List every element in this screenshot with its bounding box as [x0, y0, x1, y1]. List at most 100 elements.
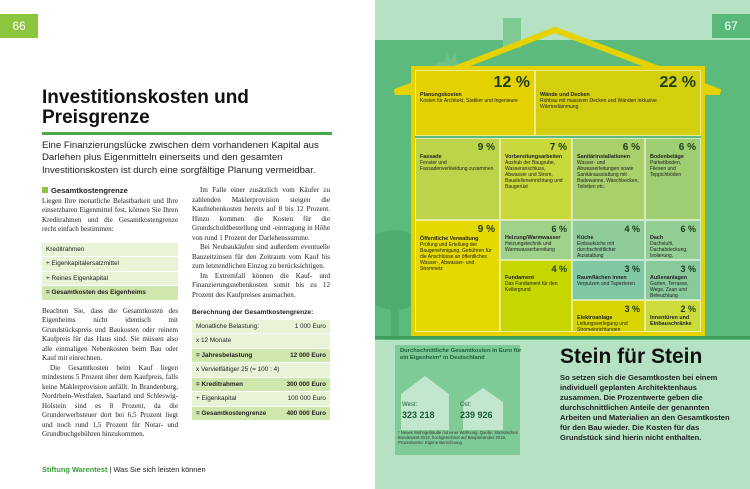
formula-row: + Reines Eigenkapital [42, 271, 178, 286]
cost-cell: 6 % Bodenbeläge Parkettboden, Fliesen und … [645, 138, 701, 220]
calc-amount: 300 000 Euro [286, 380, 326, 388]
section-heading: Stein für Stein [560, 345, 703, 368]
cost-cell: 22 % Wände und Decken Rohbau mit massiven … [535, 70, 701, 136]
ost-label: Ost: [460, 402, 472, 408]
cost-text: Fenster und Fassadenverkleidung zusammen [420, 160, 494, 173]
cost-share: 6 % [622, 142, 640, 153]
cost-share: 9 % [477, 224, 495, 235]
calc-row: = Jahresbelastung 12 000 Euro [192, 348, 330, 363]
cost-share: 4 % [624, 224, 640, 234]
right-page: 67 12 % Planungskosten Kosten für Architek… [375, 0, 750, 489]
cost-share: 6 % [680, 224, 696, 234]
calc-table: Monatliche Belastung: 1 000 Euro x 12 Mona… [192, 319, 330, 421]
cost-text: Das Fundament für den Kellergrund [505, 281, 558, 294]
cost-title: Öffentliche Verwaltung [420, 236, 479, 242]
cost-text: Aushub der Baugrube, Wasseranschluss, Ab… [505, 160, 563, 191]
calc-label: = Kreditrahmen [196, 380, 244, 388]
cost-title: Fundament [505, 275, 535, 281]
footer-brand: Stiftung Warentest [42, 465, 108, 474]
calc-row: = Gesamtkostengrenze 400 000 Euro [192, 406, 330, 421]
cost-cell: 3 % Raumflächen innen Verputzen und Tapezi… [572, 260, 645, 300]
calc-row: x 12 Monate [192, 334, 330, 349]
page-number: 67 [712, 14, 750, 38]
formula-row: Kreditrahmen [42, 242, 178, 257]
house-icons [401, 376, 503, 430]
cost-text: Dachstuhl, Dachabdeckung, Isolierung, Ab… [650, 241, 688, 260]
calc-label: x Vervielfältiger 25 (= 100 : 4) [196, 366, 280, 373]
cost-title: Raumflächen innen [577, 275, 627, 281]
west-value: 323 218 [402, 410, 435, 420]
calc-amount: 1 000 Euro [294, 322, 326, 330]
cost-cell: 12 % Planungskosten Kosten für Architekt, … [415, 70, 535, 136]
cost-title: Planungskosten [420, 92, 462, 98]
cost-title: Sanitärinstallationen [577, 154, 631, 160]
cost-cell: 9 % Öffentliche Verwaltung Prüfung und Ert… [415, 220, 500, 332]
formula-table: Kreditrahmen + Eigenkapitalersatzmittel … [42, 242, 178, 301]
cost-share: 22 % [659, 74, 696, 91]
calc-title: Berechnung der Gesamtkostengrenze: [192, 309, 314, 316]
calc-label: Monatliche Belastung: [196, 322, 259, 330]
cost-title: Innentüren und Einbauschränke [650, 315, 692, 328]
cost-text: Prüfung und Erteilung der Baugenehmigung… [420, 242, 492, 273]
cost-title: Elektroanlage [577, 315, 613, 321]
cost-title: Fassade [420, 154, 442, 160]
cost-cell: 4 % Fundament Das Fundament für den Keller… [500, 260, 572, 332]
paragraph: Im Extremfall können die Kauf- und Finan… [192, 271, 330, 299]
cost-text: Einbauküche mit durchschnittlicher Ausst… [577, 241, 616, 260]
calc-label: + Eigenkapital [196, 395, 237, 402]
cost-text: Garten, Terrasse, Wege, Zaun und Beleuch… [650, 281, 689, 300]
cost-text: Parkettboden, Fliesen und Teppichböden [650, 160, 682, 179]
calc-row: + Eigenkapital 100 000 Euro [192, 392, 330, 407]
west-label: West: [402, 402, 418, 408]
house-outline [411, 66, 705, 336]
formula-row: + Eigenkapitalersatzmittel [42, 257, 178, 272]
title-rule [42, 132, 332, 135]
cost-share: 7 % [549, 142, 567, 153]
cost-cell: 3 % Elektroanlage Leitungsverlegung und St… [572, 300, 645, 332]
cost-text: Kosten für Architekt, Statiker und Ingen… [420, 98, 518, 105]
ost-house [463, 388, 503, 430]
cost-title: Küche [577, 235, 594, 241]
sidebar-heading: Gesamtkostengrenze [42, 186, 178, 196]
chimney [503, 18, 521, 48]
tree-trunk [391, 280, 399, 340]
paragraph: Liegen Ihre monatliche Belastbarkeit und… [42, 196, 178, 234]
cost-share: 6 % [678, 142, 696, 153]
caption: So setzen sich die Gesamtkosten bei eine… [560, 373, 730, 442]
cost-cell: 4 % Küche Einbauküche mit durchschnittlich… [572, 220, 645, 260]
paragraph: Die Gesamtkosten beim Kauf liegen mindes… [42, 363, 178, 439]
cost-share: 2 % [680, 304, 696, 314]
ost-value: 239 926 [460, 410, 493, 420]
cost-title: Vorbereitungsarbeiten [505, 154, 563, 160]
column-two: Im Falle einer zusätzlich vom Käufer zu … [192, 186, 330, 421]
paragraph: Bei Neubaukäufen sind außerdem eventuell… [192, 243, 330, 270]
calc-row: Monatliche Belastung: 1 000 Euro [192, 319, 330, 334]
cost-cell: 2 % Innentüren und Einbauschränke [645, 300, 701, 332]
cost-share: 3 % [624, 264, 640, 274]
cost-share: 3 % [680, 264, 696, 274]
cost-share: 9 % [477, 142, 495, 153]
paragraph: Im Falle einer zusätzlich vom Käufer zu … [192, 186, 330, 242]
cost-title: Außenanlagen [650, 275, 688, 281]
paragraph: Beachten Sie, dass die Gesamtkosten des … [42, 306, 178, 363]
cost-title: Bodenbeläge [650, 154, 684, 160]
cost-cell: 6 % Heizung/Warmwasser Heizungstechnik und… [500, 220, 572, 260]
cost-text: Wasser- und Abwasserleitungen sowie Sani… [577, 160, 639, 191]
calc-row: = Kreditrahmen 300 000 Euro [192, 377, 330, 392]
cost-cell: 3 % Außenanlagen Garten, Terrasse, Wege, Z… [645, 260, 701, 300]
calc-amount: 100 000 Euro [287, 395, 326, 402]
calc-label: = Gesamtkostengrenze [196, 409, 267, 417]
calc-label: = Jahresbelastung [196, 351, 253, 359]
cost-text: Heizungstechnik und Warmwasserbereitung [505, 241, 555, 254]
cost-text: Leitungsverlegung und Stromeinrichtungen [577, 321, 628, 332]
cost-cell: 6 % Dach Dachstuhl, Dachabdeckung, Isolier… [645, 220, 701, 260]
cost-title: Heizung/Warmwasser [505, 235, 561, 241]
cost-text: Verputzen und Tapezieren [577, 281, 636, 288]
cost-cell: 6 % Sanitärinstallationen Wasser- und Abwa… [572, 138, 645, 220]
calc-amount: 12 000 Euro [290, 351, 326, 359]
cost-share: 4 % [551, 264, 567, 274]
cost-cell: 7 % Vorbereitungsarbeiten Aushub der Baugr… [500, 138, 572, 220]
calc-amount: 400 000 Euro [286, 409, 326, 417]
page-title: Investitionskosten und Preisgrenze [42, 87, 249, 128]
